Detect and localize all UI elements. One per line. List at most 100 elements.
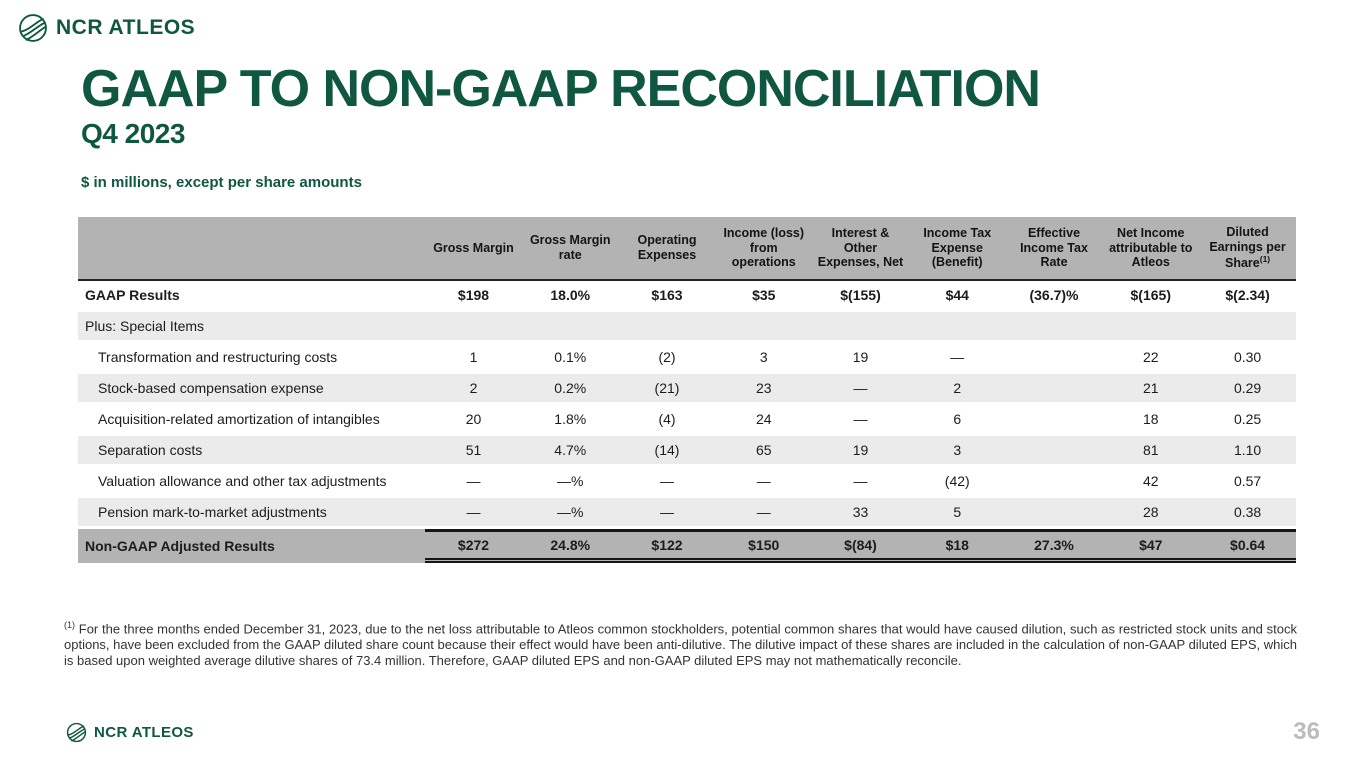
table-row: Pension mark-to-market adjustments — —% — —3… [78, 498, 1296, 529]
cell: 18 [1102, 405, 1200, 436]
cell: 18.0% [521, 281, 619, 312]
table-row: Non-GAAP Adjusted Results $272 24.8% $122 $1… [78, 529, 1296, 563]
cell: $(155) [812, 281, 909, 312]
cell: $35 [715, 281, 813, 312]
cell: $122 [618, 529, 716, 563]
cell: 4.7% [521, 436, 619, 467]
cell: 1.8% [521, 405, 619, 436]
cell [1005, 405, 1103, 436]
cell: $198 [425, 281, 522, 312]
column-header: Operating Expenses [618, 217, 716, 281]
row-label: GAAP Results [78, 281, 426, 312]
cell: (2) [618, 343, 716, 374]
cell: $163 [618, 281, 716, 312]
cell: 0.57 [1199, 467, 1296, 498]
cell: 23 [715, 374, 813, 405]
cell [521, 312, 619, 343]
units-note: $ in millions, except per share amounts [81, 174, 362, 192]
cell: $150 [715, 529, 813, 563]
cell: 20 [425, 405, 522, 436]
footer-brand-name: NCR ATLEOS [94, 724, 194, 741]
cell [812, 312, 909, 343]
cell [1005, 343, 1103, 374]
row-label: Plus: Special Items [78, 312, 426, 343]
cell: $47 [1102, 529, 1200, 563]
table-row: Valuation allowance and other tax adjust… [78, 467, 1296, 498]
cell: — [425, 467, 522, 498]
cell: 28 [1102, 498, 1200, 529]
row-label: Non-GAAP Adjusted Results [78, 529, 426, 563]
footnote-text: For the three months ended December 31, … [64, 621, 1297, 668]
column-header: Diluted Earnings per Share(1) [1199, 217, 1296, 281]
cell [618, 312, 716, 343]
cell: 0.25 [1199, 405, 1296, 436]
column-header: Net Income attributable to Atleos [1102, 217, 1200, 281]
cell [1005, 467, 1103, 498]
cell [1199, 312, 1296, 343]
cell: 0.38 [1199, 498, 1296, 529]
cell: $44 [908, 281, 1006, 312]
cell: $0.64 [1199, 529, 1296, 563]
title-block: GAAP TO NON-GAAP RECONCILIATION Q4 2023 … [81, 60, 1041, 192]
cell: — [715, 467, 813, 498]
cell: 24.8% [521, 529, 619, 563]
cell: 27.3% [1005, 529, 1103, 563]
cell: $(2.34) [1199, 281, 1296, 312]
cell [715, 312, 813, 343]
column-header-empty [78, 217, 426, 281]
cell: 2 [908, 374, 1006, 405]
cell: 22 [1102, 343, 1200, 374]
cell: (42) [908, 467, 1006, 498]
cell: (21) [618, 374, 716, 405]
cell: 19 [812, 436, 909, 467]
table-row: Plus: Special Items [78, 312, 1296, 343]
table-header-row: Gross Margin Gross Margin rate Operating E… [78, 217, 1296, 281]
cell: $(84) [812, 529, 909, 563]
cell: 3 [908, 436, 1006, 467]
table-row: Stock-based compensation expense 2 0.2% (21… [78, 374, 1296, 405]
page-title: GAAP TO NON-GAAP RECONCILIATION [81, 60, 1041, 118]
cell: — [618, 498, 716, 529]
cell: 5 [908, 498, 1006, 529]
row-label: Valuation allowance and other tax adjust… [78, 467, 426, 498]
column-header: Gross Margin rate [521, 217, 619, 281]
column-header: Gross Margin [425, 217, 522, 281]
cell: — [618, 467, 716, 498]
cell: — [812, 405, 909, 436]
row-label: Pension mark-to-market adjustments [78, 498, 426, 529]
cell: 81 [1102, 436, 1200, 467]
cell [1005, 436, 1103, 467]
table-row: GAAP Results $198 18.0% $163 $35 $(155) $44 (36… [78, 281, 1296, 312]
column-header: Income (loss) from operations [715, 217, 813, 281]
page-number: 36 [1293, 718, 1320, 745]
column-header: Interest & Other Expenses, Net [812, 217, 909, 281]
globe-icon [18, 13, 48, 43]
cell [425, 312, 522, 343]
row-label: Acquisition-related amortization of inta… [78, 405, 426, 436]
cell: 1 [425, 343, 522, 374]
row-label: Stock-based compensation expense [78, 374, 426, 405]
cell: 0.2% [521, 374, 619, 405]
cell: 3 [715, 343, 813, 374]
cell [908, 312, 1006, 343]
footnote: (1) For the three months ended December … [64, 620, 1297, 668]
cell: $(165) [1102, 281, 1200, 312]
column-header: Income Tax Expense (Benefit) [908, 217, 1006, 281]
cell: 0.29 [1199, 374, 1296, 405]
cell: 42 [1102, 467, 1200, 498]
cell: — [812, 467, 909, 498]
cell: 2 [425, 374, 522, 405]
cell: —% [521, 498, 619, 529]
page-subtitle: Q4 2023 [81, 118, 185, 150]
brand-logo: NCR ATLEOS [18, 13, 195, 43]
cell: — [425, 498, 522, 529]
cell: (36.7)% [1005, 281, 1103, 312]
cell: 6 [908, 405, 1006, 436]
cell: —% [521, 467, 619, 498]
cell: 33 [812, 498, 909, 529]
reconciliation-table: Gross Margin Gross Margin rate Operating E… [78, 217, 1296, 563]
cell [1005, 374, 1103, 405]
cell [1102, 312, 1200, 343]
cell: 0.1% [521, 343, 619, 374]
